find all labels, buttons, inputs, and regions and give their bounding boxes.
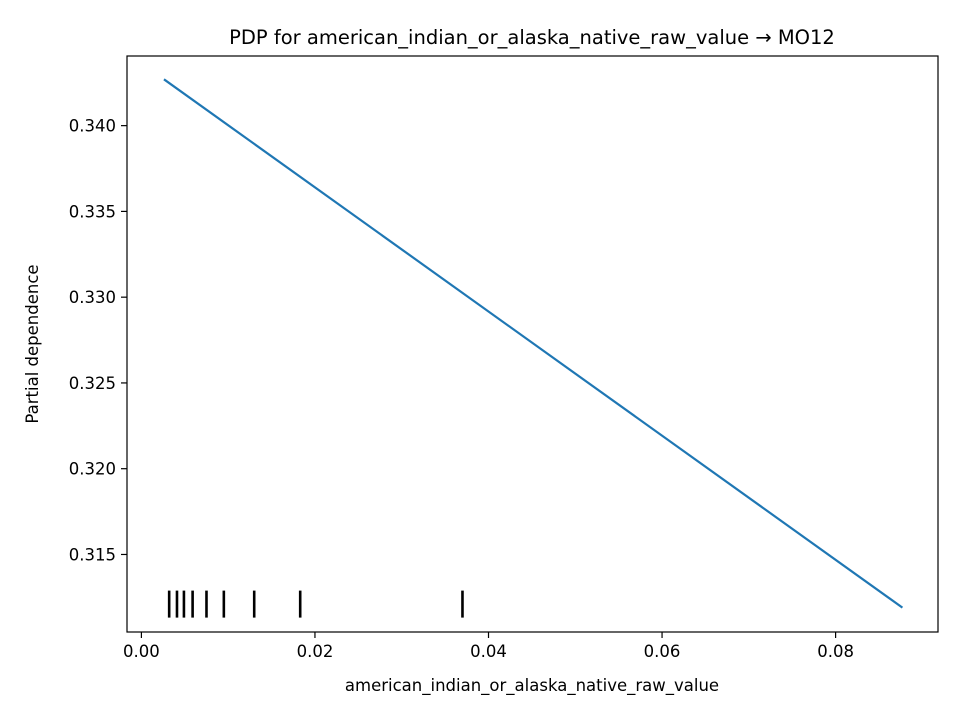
y-tick-label: 0.330 bbox=[69, 288, 116, 307]
pdp-line bbox=[163, 78, 904, 609]
y-axis: 0.315 0.320 0.325 0.330 0.335 0.340 bbox=[69, 117, 127, 564]
x-axis: 0.00 0.02 0.04 0.06 0.08 bbox=[123, 632, 854, 661]
y-tick-label: 0.325 bbox=[69, 374, 116, 393]
x-tick-label: 0.02 bbox=[297, 642, 334, 661]
y-tick-label: 0.335 bbox=[69, 202, 116, 221]
x-tick-label: 0.00 bbox=[123, 642, 160, 661]
series-layer bbox=[163, 78, 904, 609]
x-tick-label: 0.04 bbox=[470, 642, 507, 661]
chart-title: PDP for american_indian_or_alaska_native… bbox=[229, 26, 835, 49]
rug-layer bbox=[167, 590, 464, 618]
y-tick-label: 0.320 bbox=[69, 460, 116, 479]
x-axis-title: american_indian_or_alaska_native_raw_val… bbox=[345, 676, 719, 696]
x-tick-label: 0.08 bbox=[817, 642, 854, 661]
x-tick-label: 0.06 bbox=[644, 642, 681, 661]
y-tick-label: 0.340 bbox=[69, 117, 116, 136]
plot-frame bbox=[126, 55, 939, 633]
y-axis-title: Partial dependence bbox=[23, 264, 42, 423]
y-tick-label: 0.315 bbox=[69, 545, 116, 564]
